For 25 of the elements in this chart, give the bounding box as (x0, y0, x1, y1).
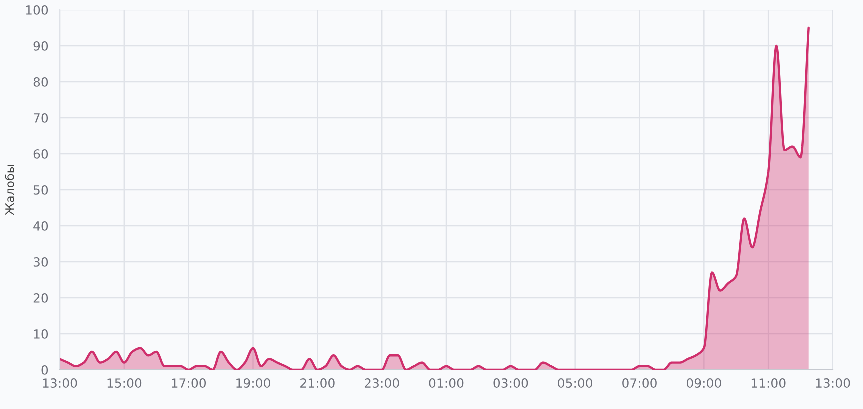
x-tick-label: 05:00 (558, 378, 593, 388)
x-tick-label: 01:00 (429, 378, 464, 388)
y-tick-label: 100 (26, 5, 48, 15)
y-tick-label: 10 (34, 329, 48, 339)
y-tick-label: 0 (42, 365, 48, 375)
x-tick-label: 21:00 (300, 378, 335, 388)
y-axis-title: Жалобы (5, 165, 14, 216)
x-tick-label: 15:00 (108, 378, 142, 388)
y-tick-label: 80 (34, 77, 48, 87)
y-tick-label: 70 (34, 113, 48, 123)
y-tick-label: 50 (34, 185, 48, 195)
y-tick-label: 30 (34, 257, 48, 267)
y-tick-label: 90 (34, 41, 48, 51)
y-tick-label: 40 (34, 221, 48, 231)
x-tick-label: 13:00 (816, 378, 850, 388)
x-tick-label: 07:00 (622, 378, 657, 388)
y-tick-label: 60 (34, 149, 48, 159)
x-tick-label: 03:00 (494, 378, 528, 388)
x-tick-label: 17:00 (172, 378, 206, 388)
x-tick-label: 13:00 (43, 378, 78, 388)
x-tick-label: 19:00 (236, 378, 270, 388)
x-tick-label: 09:00 (686, 378, 722, 388)
y-tick-label: 20 (34, 293, 48, 303)
x-tick-label: 11:00 (752, 378, 786, 388)
x-tick-label: 23:00 (364, 378, 400, 388)
